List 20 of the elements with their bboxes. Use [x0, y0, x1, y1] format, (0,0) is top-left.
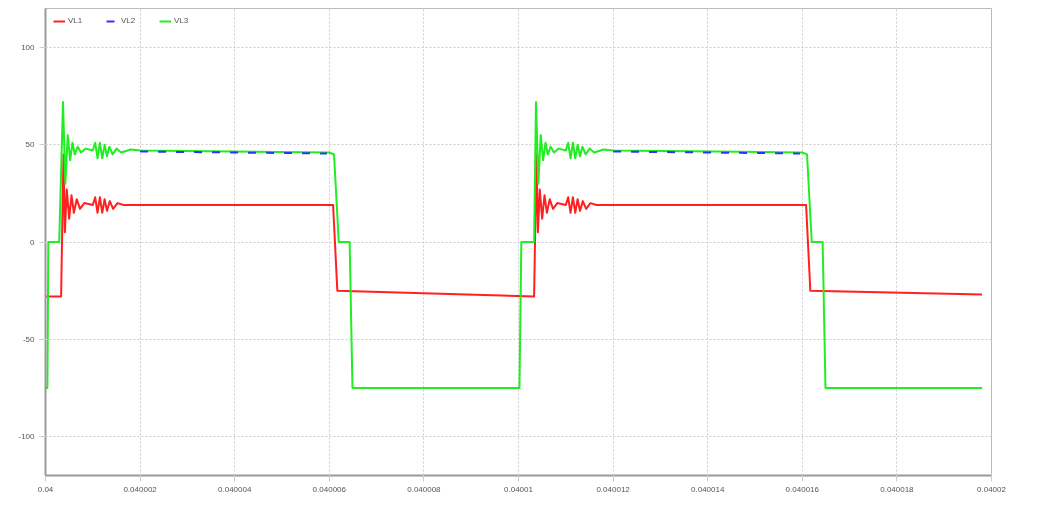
x-tick-label: 0.040008	[407, 484, 442, 494]
y-tick-label: 50	[25, 140, 36, 150]
x-tick-label: 0.04	[37, 484, 54, 494]
line-series	[45, 100, 984, 389]
x-tick-label: 0.040002	[123, 484, 158, 494]
x-tick-label: 0.040016	[785, 484, 820, 494]
x-tick-label: 0.040014	[691, 484, 725, 494]
x-tick-label: 0.040004	[218, 484, 252, 494]
x-tick-label: 0.04001	[504, 484, 534, 494]
x-tick-label: 0.04002	[977, 484, 1007, 494]
y-tick-label: 100	[21, 42, 36, 52]
y-tick-label: -50	[22, 334, 36, 344]
x-tick-label: 0.040006	[312, 484, 347, 494]
y-tick-label: -100	[18, 432, 36, 442]
legend-label: VL2	[121, 16, 137, 25]
y-tick-label: 0	[30, 237, 36, 247]
x-tick-label: 0.040018	[880, 484, 915, 494]
legend-label: VL1	[68, 16, 84, 25]
legend-label: VL3	[174, 16, 190, 25]
x-tick-label: 0.040012	[596, 484, 631, 494]
